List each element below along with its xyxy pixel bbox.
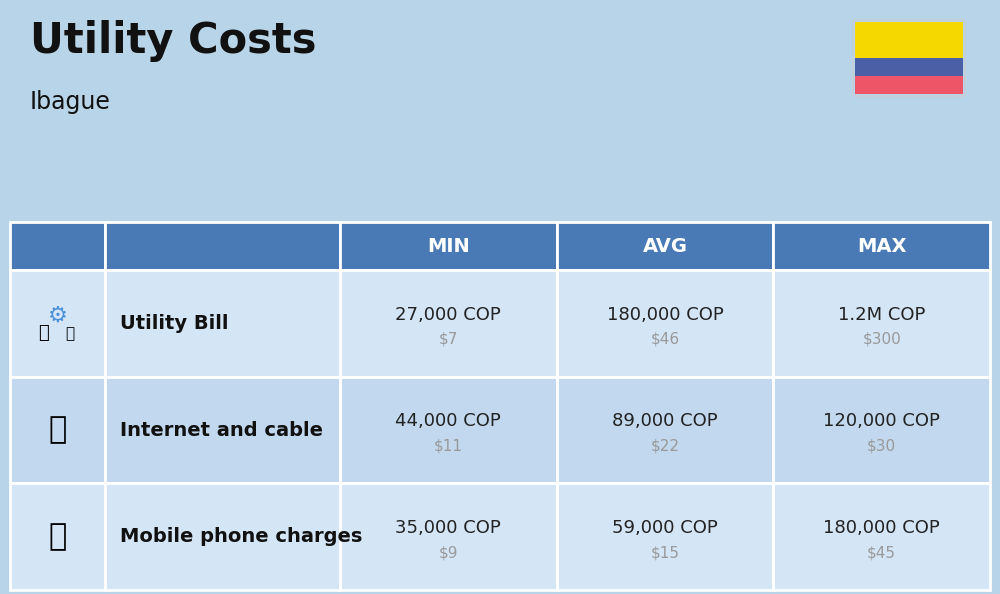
Text: $22: $22 bbox=[650, 438, 680, 453]
Bar bbox=[340, 484, 557, 590]
Bar bbox=[105, 484, 340, 590]
Bar bbox=[340, 270, 557, 377]
Text: $7: $7 bbox=[439, 332, 458, 347]
Bar bbox=[557, 270, 773, 377]
Bar bbox=[10, 270, 105, 377]
Bar bbox=[557, 222, 773, 270]
Bar bbox=[10, 377, 105, 484]
Bar bbox=[340, 377, 557, 484]
Text: ⚙: ⚙ bbox=[48, 305, 68, 326]
Bar bbox=[105, 377, 340, 484]
Text: $300: $300 bbox=[862, 332, 901, 347]
Bar bbox=[773, 222, 990, 270]
Text: Mobile phone charges: Mobile phone charges bbox=[120, 527, 362, 546]
Text: 27,000 COP: 27,000 COP bbox=[395, 306, 501, 324]
Text: MIN: MIN bbox=[427, 236, 470, 255]
Text: 1.2M COP: 1.2M COP bbox=[838, 306, 925, 324]
Text: Ibague: Ibague bbox=[30, 90, 111, 114]
Text: 180,000 COP: 180,000 COP bbox=[607, 306, 723, 324]
Bar bbox=[855, 22, 963, 58]
Text: 📶: 📶 bbox=[48, 415, 67, 444]
Text: AVG: AVG bbox=[642, 236, 688, 255]
Text: $15: $15 bbox=[650, 545, 680, 560]
Text: 📱: 📱 bbox=[48, 522, 67, 551]
Text: 🔌: 🔌 bbox=[38, 324, 49, 342]
Text: $11: $11 bbox=[434, 438, 463, 453]
Text: 89,000 COP: 89,000 COP bbox=[612, 412, 718, 431]
Text: MAX: MAX bbox=[857, 236, 906, 255]
Text: 35,000 COP: 35,000 COP bbox=[395, 519, 501, 537]
Bar bbox=[340, 222, 557, 270]
Text: $30: $30 bbox=[867, 438, 896, 453]
Text: 59,000 COP: 59,000 COP bbox=[612, 519, 718, 537]
Text: 180,000 COP: 180,000 COP bbox=[823, 519, 940, 537]
Bar bbox=[773, 484, 990, 590]
Bar bbox=[855, 76, 963, 94]
Bar bbox=[773, 270, 990, 377]
Text: 📷: 📷 bbox=[65, 326, 74, 341]
Text: Utility Costs: Utility Costs bbox=[30, 20, 316, 62]
Bar bbox=[105, 270, 340, 377]
Text: 120,000 COP: 120,000 COP bbox=[823, 412, 940, 431]
Bar bbox=[105, 222, 340, 270]
Bar bbox=[855, 58, 963, 76]
Bar bbox=[557, 484, 773, 590]
Text: 44,000 COP: 44,000 COP bbox=[395, 412, 501, 431]
Bar bbox=[10, 484, 105, 590]
Bar bbox=[10, 222, 105, 270]
Bar bbox=[773, 377, 990, 484]
Bar bbox=[557, 377, 773, 484]
Text: Utility Bill: Utility Bill bbox=[120, 314, 228, 333]
Text: Internet and cable: Internet and cable bbox=[120, 421, 323, 440]
Text: $46: $46 bbox=[650, 332, 680, 347]
Text: $9: $9 bbox=[439, 545, 458, 560]
Text: $45: $45 bbox=[867, 545, 896, 560]
